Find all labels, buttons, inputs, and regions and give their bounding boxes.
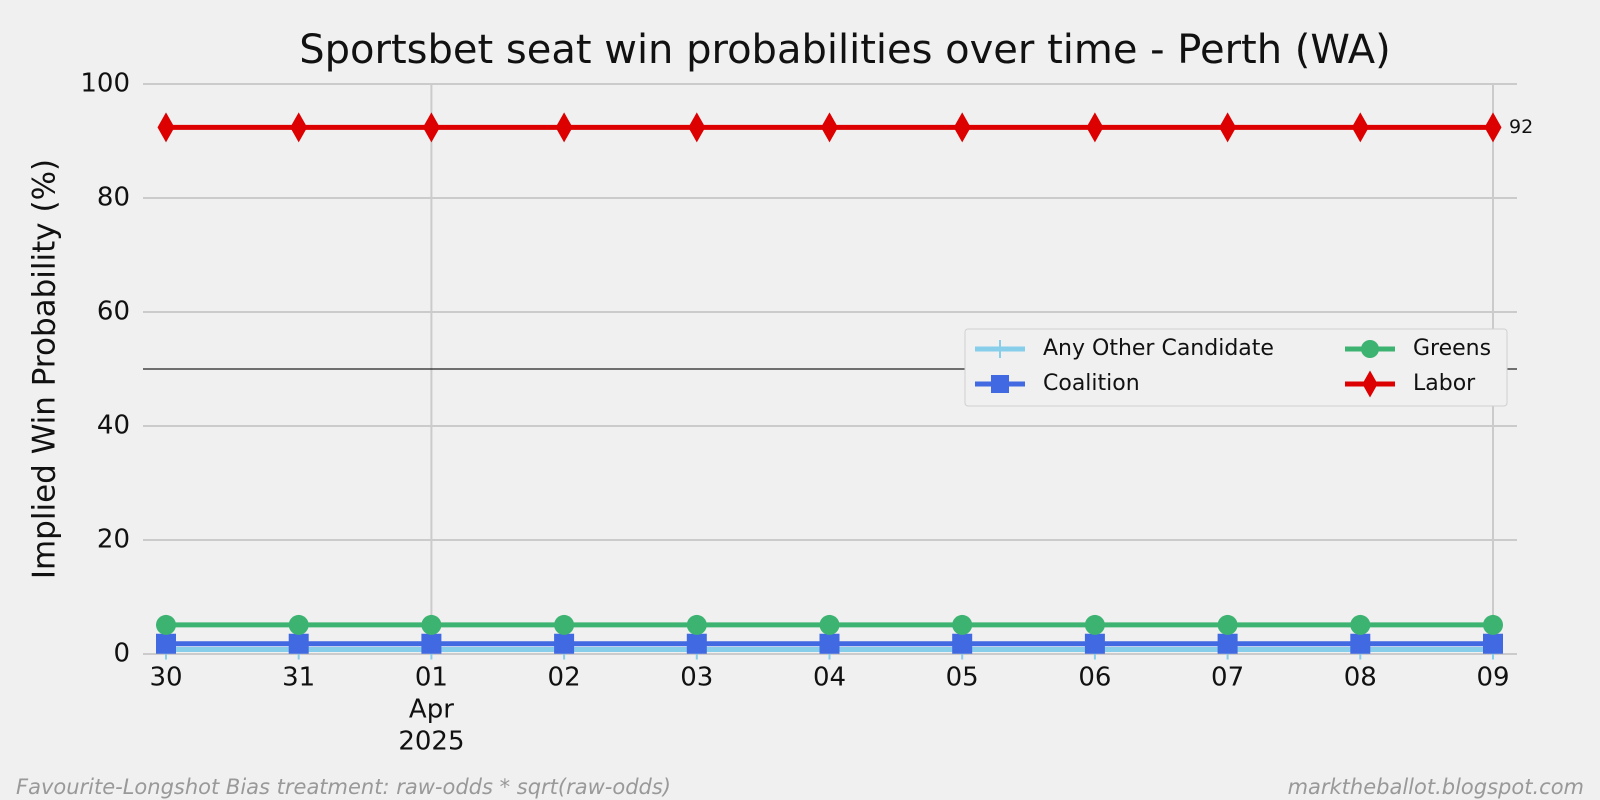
plot-area: 92	[156, 112, 1533, 660]
marker	[1362, 370, 1378, 398]
x-tick-label: 02	[548, 663, 581, 693]
legend-label: Coalition	[1043, 371, 1140, 396]
marker	[554, 633, 575, 654]
legend: Any Other Candidate Coalition Greens Labor	[964, 328, 1508, 407]
x-tick-label: 31	[282, 663, 315, 693]
marker	[290, 112, 308, 143]
marker	[952, 633, 973, 654]
legend-label: Greens	[1413, 336, 1491, 361]
marker	[1483, 614, 1503, 635]
marker	[819, 633, 840, 654]
marker	[554, 614, 575, 635]
x-tick-label: 05	[946, 663, 979, 693]
marker	[1084, 633, 1105, 654]
value-label: 92	[1509, 116, 1533, 138]
y-tick-label: 100	[80, 69, 130, 99]
footer-right: marktheballot.blogspot.com	[1288, 775, 1584, 799]
marker	[1217, 633, 1238, 654]
marker	[819, 614, 840, 635]
chart-title: Sportsbet seat win probabilities over ti…	[299, 27, 1390, 73]
marker	[953, 112, 971, 143]
marker	[555, 112, 573, 143]
y-axis-label: Implied Win Probability (%)	[27, 159, 63, 579]
marker	[288, 614, 309, 635]
y-tick-label: 80	[97, 183, 130, 213]
footer-left: Favourite-Longshot Bias treatment: raw-o…	[16, 775, 671, 799]
marker	[156, 614, 176, 635]
x-tick-label: 06	[1078, 663, 1111, 693]
marker	[157, 112, 175, 143]
x-tick-month: Apr	[409, 695, 454, 725]
x-tick-year: 2025	[398, 727, 464, 757]
marker	[1084, 614, 1105, 635]
marker	[952, 614, 973, 635]
y-tick-label: 20	[97, 525, 130, 555]
y-tick-label: 0	[113, 639, 130, 669]
marker	[686, 614, 707, 635]
marker	[421, 614, 442, 635]
x-tick-label: 01	[415, 663, 448, 693]
marker	[288, 633, 309, 654]
marker	[1217, 614, 1238, 635]
marker	[1350, 614, 1371, 635]
x-tick-label: 08	[1344, 663, 1377, 693]
marker	[1484, 112, 1502, 143]
x-tick-label: 09	[1476, 663, 1509, 693]
marker	[422, 112, 440, 143]
x-tick-label: 04	[813, 663, 846, 693]
marker	[1219, 112, 1237, 143]
marker	[1483, 633, 1503, 654]
marker	[1086, 112, 1104, 143]
legend-label: Labor	[1413, 371, 1476, 396]
marker	[421, 633, 442, 654]
marker	[1361, 340, 1379, 358]
marker	[688, 112, 706, 143]
legend-label: Any Other Candidate	[1043, 336, 1274, 361]
y-tick-label: 40	[97, 411, 130, 441]
x-tick-label: 07	[1211, 663, 1244, 693]
marker	[1350, 633, 1371, 654]
marker	[156, 633, 176, 654]
x-tick-label: 03	[680, 663, 713, 693]
marker	[991, 340, 1009, 358]
marker	[686, 633, 707, 654]
y-tick-label: 60	[97, 297, 130, 327]
marker	[1351, 112, 1369, 143]
marker	[991, 375, 1009, 393]
x-tick-label: 30	[149, 663, 182, 693]
marker	[821, 112, 838, 143]
